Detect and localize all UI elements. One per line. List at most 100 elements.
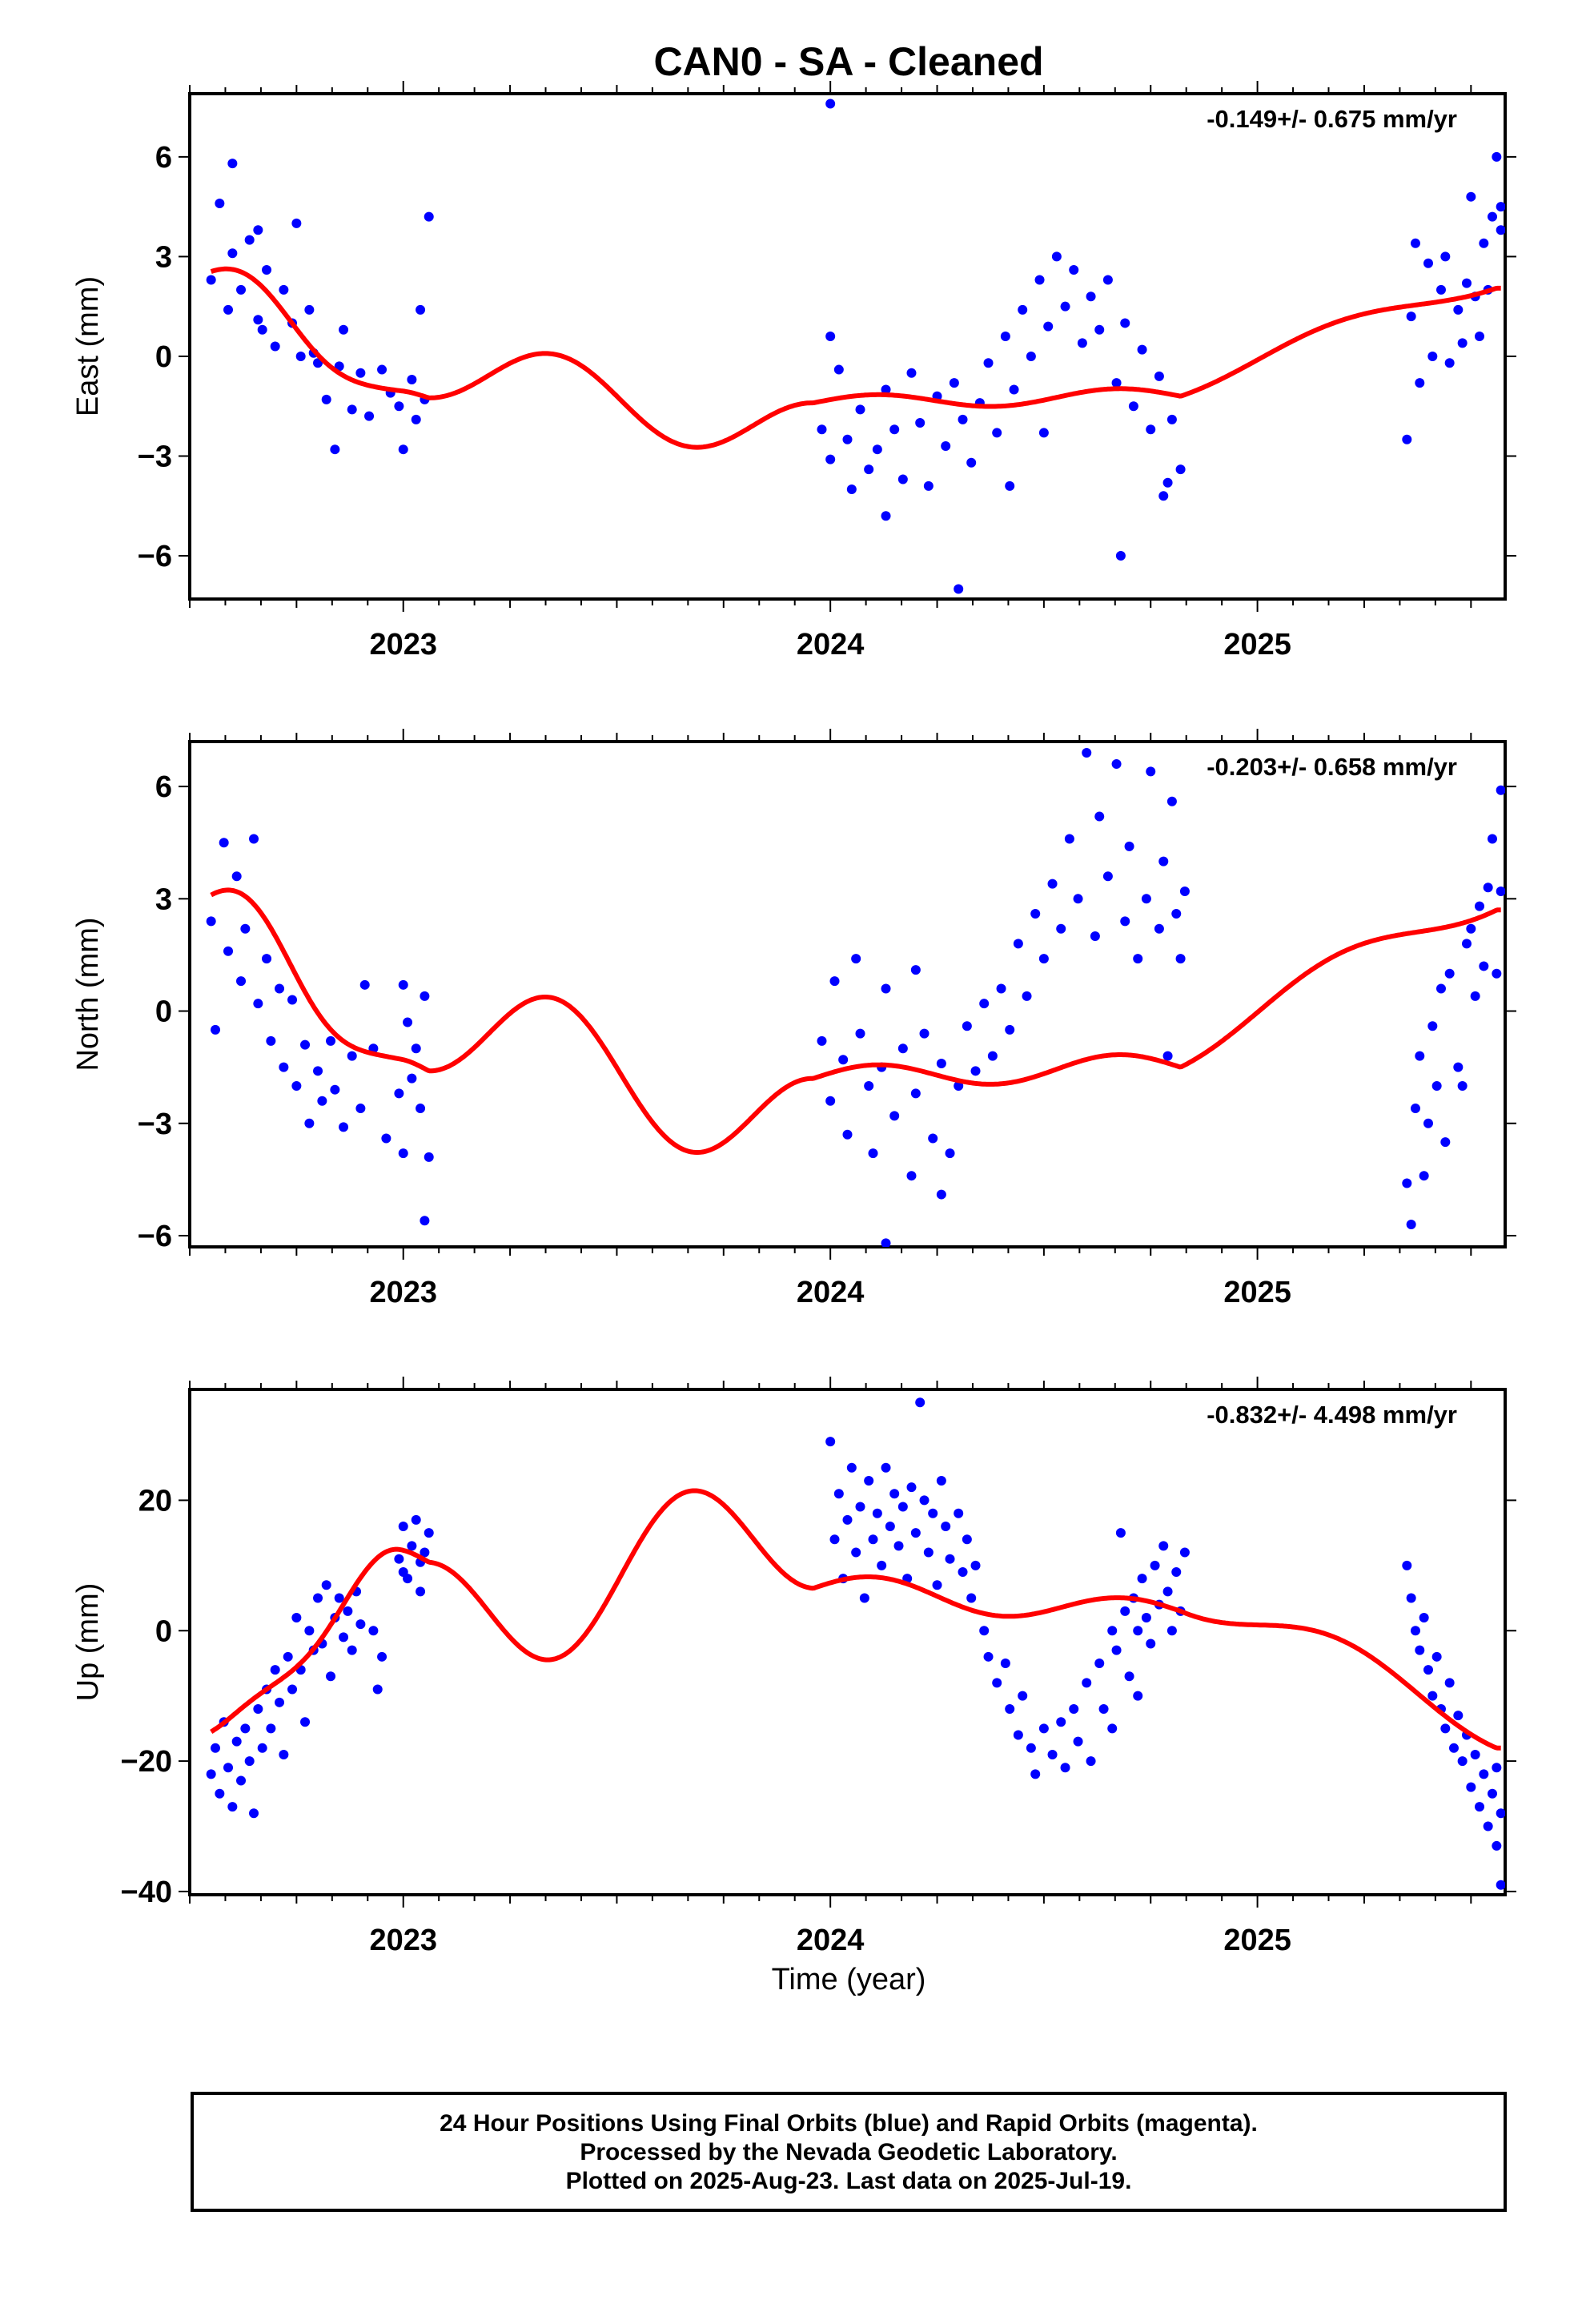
data-point bbox=[394, 1554, 404, 1564]
data-point bbox=[275, 983, 285, 994]
data-point bbox=[1073, 1736, 1083, 1747]
data-point bbox=[1466, 191, 1476, 202]
data-point bbox=[868, 1534, 878, 1545]
data-point bbox=[945, 1554, 955, 1564]
chart-title: CAN0 - SA - Cleaned bbox=[653, 39, 1043, 84]
data-point bbox=[1171, 909, 1182, 919]
footer-line-1: 24 Hour Positions Using Final Orbits (bl… bbox=[440, 2110, 1258, 2137]
data-point bbox=[1457, 1756, 1468, 1767]
data-point bbox=[279, 284, 289, 295]
data-point bbox=[270, 341, 280, 352]
rate-label: -0.832+/- 4.498 mm/yr bbox=[1207, 1401, 1457, 1429]
data-point bbox=[253, 225, 263, 235]
data-point bbox=[1043, 321, 1054, 332]
data-point bbox=[1133, 1626, 1143, 1636]
data-point bbox=[897, 1043, 908, 1054]
data-point bbox=[321, 1580, 331, 1590]
data-point bbox=[1466, 1782, 1476, 1792]
data-point bbox=[377, 364, 387, 375]
data-point bbox=[330, 444, 340, 455]
data-point bbox=[859, 1593, 869, 1603]
footer-note: 24 Hour Positions Using Final Orbits (bl… bbox=[191, 2092, 1507, 2212]
data-point bbox=[851, 1547, 861, 1558]
data-point bbox=[424, 211, 434, 222]
data-point bbox=[1102, 871, 1113, 882]
data-point bbox=[1000, 332, 1010, 342]
data-point bbox=[1107, 1723, 1118, 1734]
data-point bbox=[1154, 371, 1164, 381]
data-point bbox=[206, 916, 216, 927]
data-point bbox=[928, 1508, 938, 1518]
data-point bbox=[936, 1475, 946, 1486]
data-point bbox=[359, 979, 370, 990]
data-point bbox=[872, 444, 882, 455]
data-point bbox=[864, 464, 874, 475]
data-point bbox=[1107, 1626, 1118, 1636]
data-point bbox=[1496, 202, 1505, 212]
data-point bbox=[1474, 332, 1484, 342]
y-tick-label: 3 bbox=[155, 240, 172, 274]
data-point bbox=[1082, 748, 1092, 758]
data-point bbox=[872, 1508, 882, 1518]
data-point bbox=[1124, 841, 1134, 851]
data-point bbox=[1013, 939, 1023, 949]
data-point bbox=[864, 1081, 874, 1092]
data-point bbox=[1162, 1586, 1173, 1597]
data-point bbox=[304, 304, 315, 315]
data-point bbox=[416, 1104, 426, 1114]
data-point bbox=[223, 304, 234, 315]
data-point bbox=[915, 1397, 926, 1408]
data-point bbox=[240, 923, 251, 934]
data-point bbox=[941, 1521, 951, 1531]
data-point bbox=[825, 1437, 836, 1447]
data-point bbox=[936, 1189, 946, 1200]
data-point bbox=[1141, 1612, 1151, 1622]
data-point bbox=[893, 1541, 904, 1551]
data-point bbox=[1479, 1769, 1489, 1779]
data-point bbox=[223, 946, 234, 956]
data-point bbox=[394, 1088, 404, 1099]
data-point bbox=[1137, 344, 1147, 355]
y-tick-label: 6 bbox=[155, 141, 172, 175]
data-point bbox=[825, 1096, 836, 1106]
data-point bbox=[1120, 1606, 1130, 1616]
data-point bbox=[1094, 811, 1105, 822]
data-point bbox=[919, 1028, 930, 1039]
y-tick-label: 6 bbox=[155, 770, 172, 804]
data-point bbox=[377, 1651, 387, 1662]
y-tick-label: −40 bbox=[121, 1876, 172, 1909]
data-point bbox=[1030, 909, 1041, 919]
data-point bbox=[1094, 1658, 1105, 1668]
data-point bbox=[817, 424, 827, 435]
y-axis-label: East (mm) bbox=[71, 276, 105, 416]
data-point bbox=[838, 1055, 849, 1065]
model-curve bbox=[210, 266, 1501, 450]
data-point bbox=[355, 1619, 366, 1630]
x-axis-label: Time (year) bbox=[772, 1963, 926, 1996]
x-tick-label: 2024 bbox=[797, 628, 865, 661]
data-point bbox=[287, 1684, 298, 1695]
data-point bbox=[1026, 351, 1036, 361]
y-tick-label: −20 bbox=[121, 1745, 172, 1779]
data-point bbox=[291, 1612, 302, 1622]
data-point bbox=[1082, 1678, 1092, 1688]
data-point bbox=[257, 324, 267, 335]
data-point bbox=[1038, 954, 1049, 964]
data-point bbox=[1461, 278, 1472, 288]
data-point bbox=[846, 1462, 857, 1473]
data-point bbox=[343, 1606, 353, 1616]
data-point bbox=[1487, 1788, 1497, 1799]
data-point bbox=[945, 1148, 955, 1159]
data-point bbox=[1162, 1051, 1173, 1061]
data-point bbox=[881, 1238, 891, 1247]
data-point bbox=[1406, 1593, 1416, 1603]
data-point bbox=[842, 1514, 853, 1525]
data-point bbox=[851, 954, 861, 964]
data-point bbox=[1064, 834, 1074, 844]
data-point bbox=[291, 218, 302, 228]
data-point bbox=[1000, 1658, 1010, 1668]
y-tick-label: −3 bbox=[138, 440, 172, 473]
data-point bbox=[1453, 304, 1464, 315]
model-curve bbox=[210, 1488, 1501, 1751]
data-point bbox=[334, 1593, 344, 1603]
